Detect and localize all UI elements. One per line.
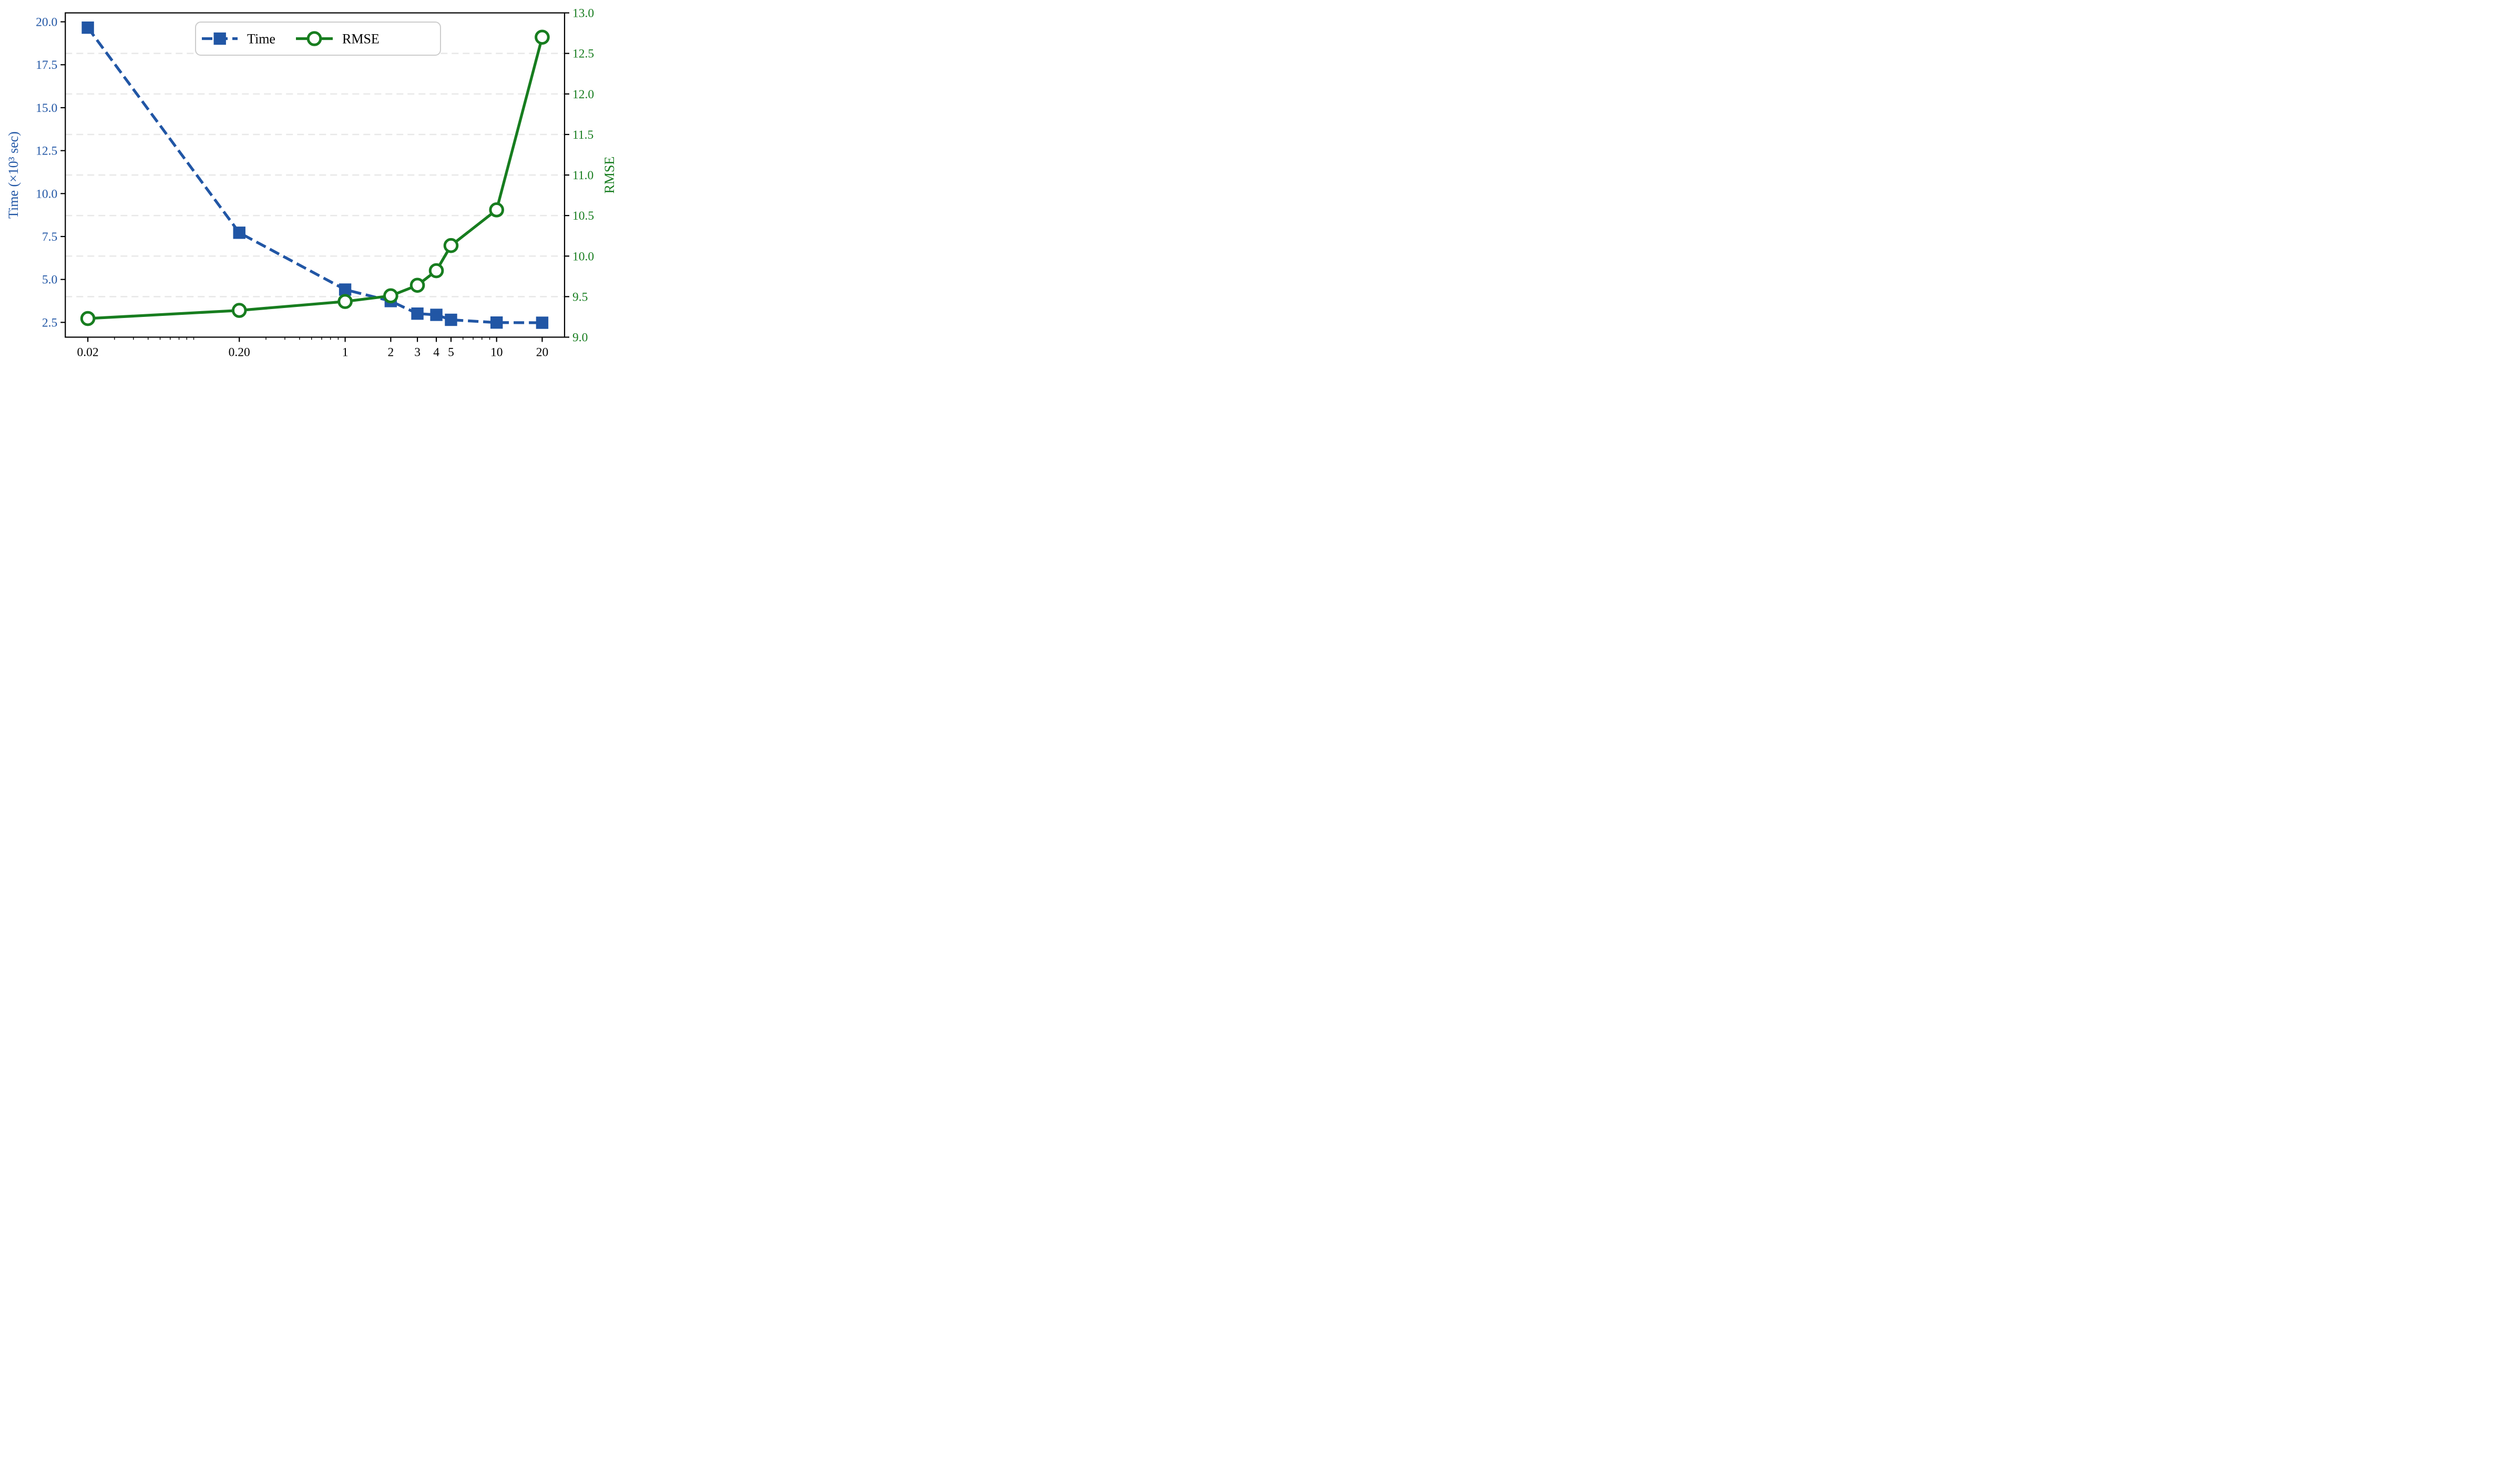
rmse-data-point — [489, 202, 505, 218]
y-left-tick-label: 5.0 — [42, 273, 57, 287]
y-axis-left: 2.5 5.0 7.5 10.0 12.5 15.0 17.5 20.0 — [36, 15, 66, 330]
time-data-point — [411, 307, 424, 320]
x-tick-label: 3 — [414, 346, 421, 359]
y-right-tick-label: 12.5 — [572, 47, 594, 61]
legend-item-time: Time — [202, 32, 275, 47]
legend: Time RMSE — [195, 22, 441, 56]
legend-item-rmse: RMSE — [296, 31, 380, 47]
legend-time-square-marker — [213, 32, 226, 45]
y-axis-left-label: Time (×10³ sec) — [6, 131, 21, 219]
y-right-tick-label: 10.0 — [572, 250, 594, 263]
y-right-tick-label: 11.0 — [572, 169, 593, 182]
y-left-tick-label: 2.5 — [42, 316, 57, 330]
x-tick-label: 0.02 — [77, 346, 99, 359]
dual-axis-line-chart: 0.02 0.20 1 2 3 4 5 10 20 2.5 5.0 7.5 10.0 12.5 15.0 1… — [6, 7, 617, 359]
time-data-point — [536, 316, 549, 329]
rmse-data-point — [409, 278, 425, 293]
figure: 0.02 0.20 1 2 3 4 5 10 20 2.5 5.0 7.5 10.0 12.5 15.0 1… — [0, 0, 630, 367]
rmse-data-point — [383, 288, 398, 304]
y-left-tick-label: 15.0 — [36, 101, 57, 115]
rmse-series — [80, 29, 550, 326]
y-left-tick-label: 12.5 — [36, 145, 57, 158]
legend-rmse-circle-marker — [306, 31, 322, 46]
y-axis-right-label: RMSE — [602, 157, 617, 194]
time-data-point — [430, 309, 443, 321]
rmse-data-point — [535, 29, 550, 45]
y-left-tick-label: 17.5 — [36, 58, 57, 72]
x-tick-label: 10 — [490, 346, 503, 359]
rmse-data-point — [428, 263, 444, 279]
x-tick-label: 2 — [387, 346, 394, 359]
rmse-data-point — [80, 311, 96, 326]
rmse-data-point — [231, 303, 247, 318]
x-tick-label: 4 — [433, 346, 439, 359]
legend-rmse-label: RMSE — [342, 32, 380, 47]
rmse-data-point — [337, 294, 353, 309]
time-data-point — [490, 316, 503, 329]
rmse-data-point — [443, 238, 459, 253]
y-left-tick-label: 10.0 — [36, 187, 57, 201]
y-right-tick-label: 9.5 — [572, 290, 588, 304]
y-right-tick-label: 9.0 — [572, 331, 588, 345]
x-tick-label: 5 — [448, 346, 454, 359]
time-data-point — [339, 283, 352, 296]
gridlines — [65, 53, 565, 297]
y-right-tick-label: 13.0 — [572, 7, 594, 20]
y-axis-right: 9.0 9.5 10.0 10.5 11.0 11.5 12.0 12.5 13.0 — [565, 7, 594, 345]
x-axis: 0.02 0.20 1 2 3 4 5 10 20 — [77, 337, 549, 359]
rmse-series-line — [87, 37, 544, 320]
plot-border — [65, 12, 566, 338]
time-data-point — [81, 21, 94, 34]
time-data-point — [445, 313, 457, 326]
y-right-tick-label: 11.5 — [572, 128, 593, 142]
x-tick-label: 1 — [342, 346, 349, 359]
x-tick-label: 0.20 — [229, 346, 250, 359]
y-left-tick-label: 20.0 — [36, 15, 57, 29]
time-data-point — [233, 227, 245, 239]
legend-time-label: Time — [247, 32, 275, 47]
y-right-tick-label: 12.0 — [572, 88, 594, 101]
x-tick-label: 20 — [536, 346, 549, 359]
plot-frame — [65, 12, 566, 338]
y-left-tick-label: 7.5 — [42, 230, 57, 244]
y-right-tick-label: 10.5 — [572, 209, 594, 223]
